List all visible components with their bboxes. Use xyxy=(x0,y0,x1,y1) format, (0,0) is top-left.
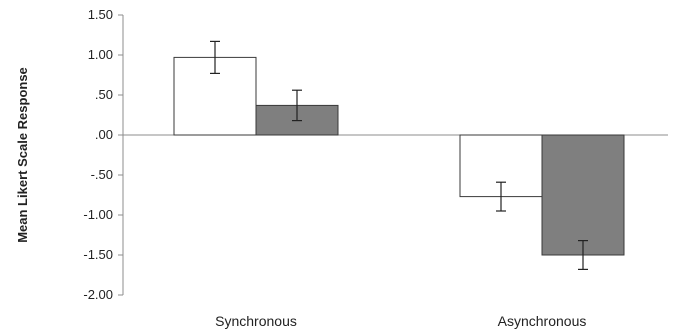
y-axis-title: Mean Likert Scale Response xyxy=(15,67,30,243)
y-tick-label: -2.00 xyxy=(83,287,113,302)
category-label-asynchronous: Asynchronous xyxy=(498,313,587,329)
y-tick-label: -1.00 xyxy=(83,207,113,222)
bars-group xyxy=(173,40,625,270)
category-label-synchronous: Synchronous xyxy=(215,313,297,329)
y-tick-label: .00 xyxy=(95,127,113,142)
labels-group: 1.50 1.00 .50 .00 -.50 -1.00 -1.50 -2.00 Mean Li… xyxy=(15,7,586,329)
y-tick-label: .50 xyxy=(95,87,113,102)
y-tick-label: -.50 xyxy=(91,167,113,182)
bar-asynchronous-series-2 xyxy=(541,134,625,256)
y-tick-label: 1.00 xyxy=(88,47,113,62)
y-tick-label: -1.50 xyxy=(83,247,113,262)
y-tick-label: 1.50 xyxy=(88,7,113,22)
